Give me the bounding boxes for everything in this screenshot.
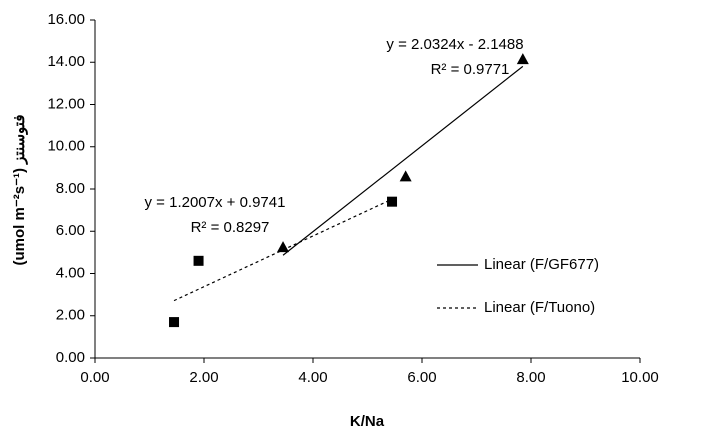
triangle-marker xyxy=(399,170,412,182)
y-tick-label: 2.00 xyxy=(56,307,85,324)
trendline-equation: y = 2.0324x - 2.1488 xyxy=(386,36,523,53)
y-tick-label: 14.00 xyxy=(47,53,85,70)
x-tick-label: 2.00 xyxy=(189,369,218,386)
legend-label: Linear (F/GF677) xyxy=(484,256,599,273)
trendline-equation: y = 1.2007x + 0.9741 xyxy=(145,194,286,211)
y-tick-label: 0.00 xyxy=(56,349,85,366)
square-marker xyxy=(193,255,204,266)
triangle-marker xyxy=(277,241,290,253)
square-marker xyxy=(387,196,398,207)
y-axis-title: (umol m⁻²s⁻¹) فتوسنتز xyxy=(11,114,28,265)
square-marker xyxy=(169,317,180,328)
trendline-r2: R² = 0.8297 xyxy=(191,219,270,236)
x-tick-label: 6.00 xyxy=(407,369,436,386)
y-tick-label: 12.00 xyxy=(47,95,85,112)
x-tick-label: 10.00 xyxy=(621,369,659,386)
y-tick-label: 4.00 xyxy=(56,264,85,281)
y-tick-label: 6.00 xyxy=(56,222,85,239)
triangle-marker xyxy=(516,53,529,65)
y-tick-label: 10.00 xyxy=(47,138,85,155)
y-tick-label: 16.00 xyxy=(47,11,85,28)
legend-label: Linear (F/Tuono) xyxy=(484,299,595,316)
x-axis-title: K/Na xyxy=(350,413,385,430)
x-tick-label: 4.00 xyxy=(298,369,327,386)
x-tick-label: 8.00 xyxy=(516,369,545,386)
trendline xyxy=(282,65,524,256)
y-tick-label: 8.00 xyxy=(56,180,85,197)
trendline-r2: R² = 0.9771 xyxy=(431,61,510,78)
x-tick-label: 0.00 xyxy=(80,369,109,386)
